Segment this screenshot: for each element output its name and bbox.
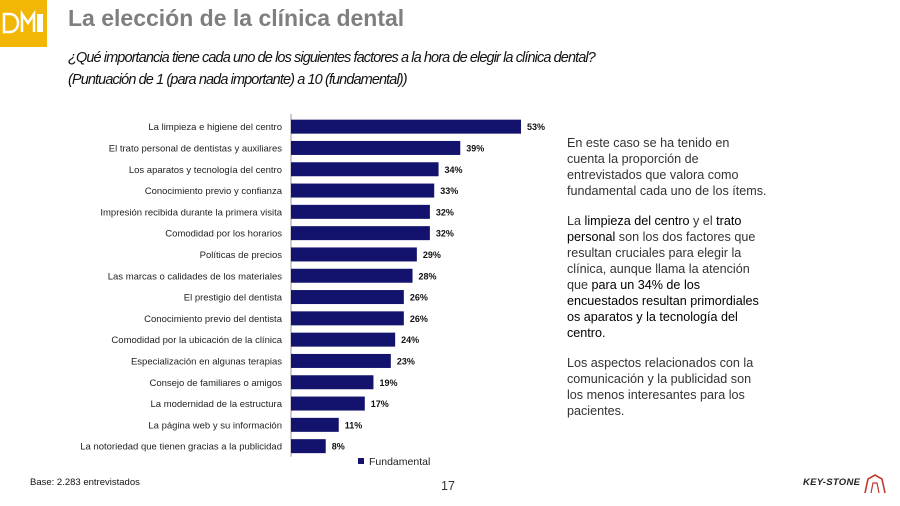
bar-3 bbox=[291, 183, 435, 198]
category-label: La limpieza e higiene del centro bbox=[148, 122, 282, 133]
keystone-arch-icon bbox=[864, 474, 886, 494]
bar-2 bbox=[291, 162, 439, 177]
bar-0 bbox=[291, 119, 522, 134]
commentary-panel: En este caso se ha tenido en cuenta la p… bbox=[567, 135, 767, 433]
value-label: 26% bbox=[410, 293, 428, 303]
page-number: 17 bbox=[441, 479, 455, 493]
page-title: La elección de la clínica dental bbox=[68, 5, 405, 31]
bar-11 bbox=[291, 353, 391, 368]
category-label: La notoriedad que tienen gracias a la pu… bbox=[80, 442, 282, 453]
question-text: ¿Qué importancia tiene cada uno de los s… bbox=[68, 50, 596, 66]
company-logo bbox=[0, 0, 47, 47]
dm-logo-icon bbox=[2, 9, 43, 34]
value-label: 39% bbox=[466, 143, 484, 153]
bar-10 bbox=[291, 332, 396, 347]
value-label: 33% bbox=[440, 186, 458, 196]
value-label: 8% bbox=[332, 442, 345, 452]
category-label: Especialización en algunas terapias bbox=[131, 356, 282, 367]
bar-4 bbox=[291, 204, 430, 219]
legend-swatch bbox=[358, 458, 364, 464]
category-label: Impresión recibida durante la primera vi… bbox=[100, 207, 282, 218]
bar-15 bbox=[291, 439, 326, 454]
value-label: 32% bbox=[436, 207, 454, 217]
category-label: Conocimiento previo del dentista bbox=[144, 314, 283, 325]
commentary-text: La bbox=[567, 214, 585, 228]
value-label: 19% bbox=[379, 378, 397, 388]
bar-9 bbox=[291, 311, 404, 326]
category-label: Comodidad por los horarios bbox=[165, 229, 282, 240]
value-label: 34% bbox=[445, 165, 463, 175]
category-label: Consejo de familiares o amigos bbox=[149, 378, 282, 389]
category-label: Conocimiento previo y confianza bbox=[145, 186, 283, 197]
category-label: El prestigio del dentista bbox=[184, 293, 283, 304]
category-label: La modernidad de la estructura bbox=[151, 399, 283, 410]
base-note: Base: 2.283 entrevistados bbox=[30, 477, 140, 488]
chart-legend: Fundamental bbox=[358, 456, 430, 468]
category-label: El trato personal de dentistas y auxilia… bbox=[109, 143, 282, 154]
bar-7 bbox=[291, 268, 413, 283]
commentary-paragraph-1: En este caso se ha tenido en cuenta la p… bbox=[567, 136, 767, 198]
highlight-cleanliness: limpieza del centro bbox=[584, 214, 690, 228]
bar-6 bbox=[291, 247, 417, 262]
commentary-text: y el bbox=[689, 214, 717, 228]
value-label: 32% bbox=[436, 229, 454, 239]
scale-note: (Puntuación de 1 (para nada importante) … bbox=[68, 72, 408, 88]
commentary-text: son los dos factores que resultan crucia… bbox=[567, 230, 756, 292]
value-label: 11% bbox=[345, 420, 363, 430]
commentary-paragraph-3: Los aspectos relacionados con la comunic… bbox=[567, 356, 754, 418]
bar-8 bbox=[291, 290, 404, 305]
highlight-personal-treatment: trato personal bbox=[567, 214, 742, 244]
category-label: Los aparatos y tecnología del centro bbox=[129, 165, 282, 176]
question-subtitle: ¿Qué importancia tiene cada uno de los s… bbox=[68, 47, 596, 91]
legend-label: Fundamental bbox=[369, 456, 431, 468]
bar-12 bbox=[291, 375, 374, 390]
value-label: 29% bbox=[423, 250, 441, 260]
value-label: 23% bbox=[397, 356, 415, 366]
bar-14 bbox=[291, 417, 339, 432]
value-label: 24% bbox=[401, 335, 419, 345]
value-label: 26% bbox=[410, 314, 428, 324]
category-label: Comodidad por la ubicación de la clínica bbox=[111, 335, 282, 346]
bar-13 bbox=[291, 396, 365, 411]
bar-1 bbox=[291, 140, 461, 155]
keystone-logo: KEY-STONE bbox=[800, 472, 888, 494]
keystone-wordmark: KEY-STONE bbox=[803, 477, 861, 488]
value-label: 17% bbox=[371, 399, 389, 409]
commentary-paragraph-2: La limpieza del centro y el trato person… bbox=[567, 213, 767, 341]
value-label: 53% bbox=[527, 122, 545, 132]
category-label: Políticas de precios bbox=[200, 250, 283, 261]
category-label: Las marcas o calidades de los materiales bbox=[108, 271, 283, 282]
category-label: La página web y su información bbox=[148, 420, 282, 431]
bar-5 bbox=[291, 226, 430, 241]
value-label: 28% bbox=[419, 271, 437, 281]
highlight-technology: para un 34% de los encuestados resultan … bbox=[567, 278, 759, 340]
